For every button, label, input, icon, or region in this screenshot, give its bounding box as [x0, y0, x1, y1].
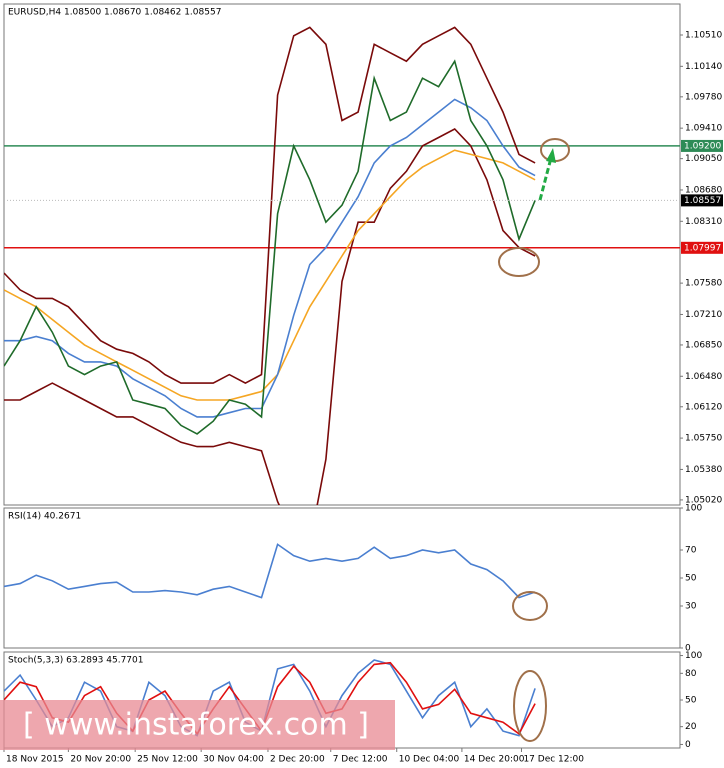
level-label-box — [681, 241, 723, 254]
layers: EURUSD,H4 1.08500 1.08670 1.08462 1.0855… — [3, 8, 723, 765]
y-tick-label: 70 — [685, 546, 697, 556]
y-tick-label: 1.06120 — [685, 402, 722, 412]
y-tick-label: 1.09780 — [685, 92, 722, 102]
series-line — [4, 149, 536, 401]
level-label: 1.07997 — [684, 243, 721, 253]
annotations — [498, 138, 570, 742]
watermark-band — [0, 700, 395, 750]
x-tick-label: 17 Dec 12:00 — [523, 755, 584, 765]
y-tick-label: 50 — [685, 574, 697, 584]
y-tick-label: 1.05750 — [685, 434, 722, 444]
watermark: [ www.instaforex.com ] — [23, 708, 369, 743]
level-label-box — [681, 139, 723, 152]
arrow — [538, 157, 553, 201]
y-tick-label: 100 — [685, 651, 702, 661]
y-tick-label: 1.05380 — [685, 465, 722, 475]
x-tick-label: 25 Nov 12:00 — [137, 755, 198, 765]
panel-title: EURUSD,H4 1.08500 1.08670 1.08462 1.0855… — [8, 8, 221, 18]
y-tick-label: 1.10140 — [685, 62, 722, 72]
y-tick-label: 1.05020 — [685, 495, 722, 505]
y-tick-label: 30 — [685, 602, 697, 612]
y-tick-label: 1.08310 — [685, 217, 722, 227]
y-tick-label: 1.09050 — [685, 154, 722, 164]
x-tick-label: 2 Dec 20:00 — [270, 755, 325, 765]
last-price-label: 1.08557 — [684, 196, 721, 206]
circle-rsi — [512, 591, 548, 621]
y-tick-label: 80 — [685, 669, 697, 679]
series-group — [4, 26, 680, 505]
series-line — [4, 26, 536, 385]
arrowhead — [546, 148, 556, 163]
y-tick-label: 1.06850 — [685, 340, 722, 350]
x-tick-label: 20 Nov 20:00 — [70, 755, 131, 765]
series-group — [4, 543, 536, 599]
y-tick-label: 1.06480 — [685, 372, 722, 382]
y-tick-label: 1.08680 — [685, 185, 722, 195]
circle-low — [498, 247, 540, 277]
x-tick-label: 10 Dec 04:00 — [399, 755, 460, 765]
x-tick-label: 14 Dec 20:00 — [464, 755, 525, 765]
x-tick-label: 18 Nov 2015 — [6, 755, 64, 765]
x-tick-label: 7 Dec 12:00 — [333, 755, 388, 765]
y-tick-label: 1.09410 — [685, 124, 722, 134]
series-line — [4, 98, 536, 418]
y-tick-label: 50 — [685, 696, 697, 706]
x-tick-label: 30 Nov 04:00 — [203, 755, 264, 765]
y-tick-label: 1.07210 — [685, 310, 722, 320]
series-line — [4, 128, 536, 505]
y-tick-label: 1.10510 — [685, 30, 722, 40]
series-line — [4, 543, 536, 599]
y-tick-label: 20 — [685, 722, 697, 732]
y-tick-label: 0 — [685, 740, 691, 750]
y-tick-label: 100 — [685, 504, 702, 514]
panel-title: RSI(14) 40.2671 — [8, 512, 81, 522]
level-label: 1.09200 — [684, 141, 721, 151]
main-panel — [3, 3, 681, 506]
series-line — [4, 59, 536, 435]
last-price-box — [681, 194, 723, 207]
panel-title: Stoch(5,3,3) 63.2893 45.7701 — [8, 656, 143, 666]
y-tick-label: 0 — [685, 644, 691, 654]
circle-stoch — [513, 670, 547, 742]
y-tick-label: 1.07580 — [685, 279, 722, 289]
